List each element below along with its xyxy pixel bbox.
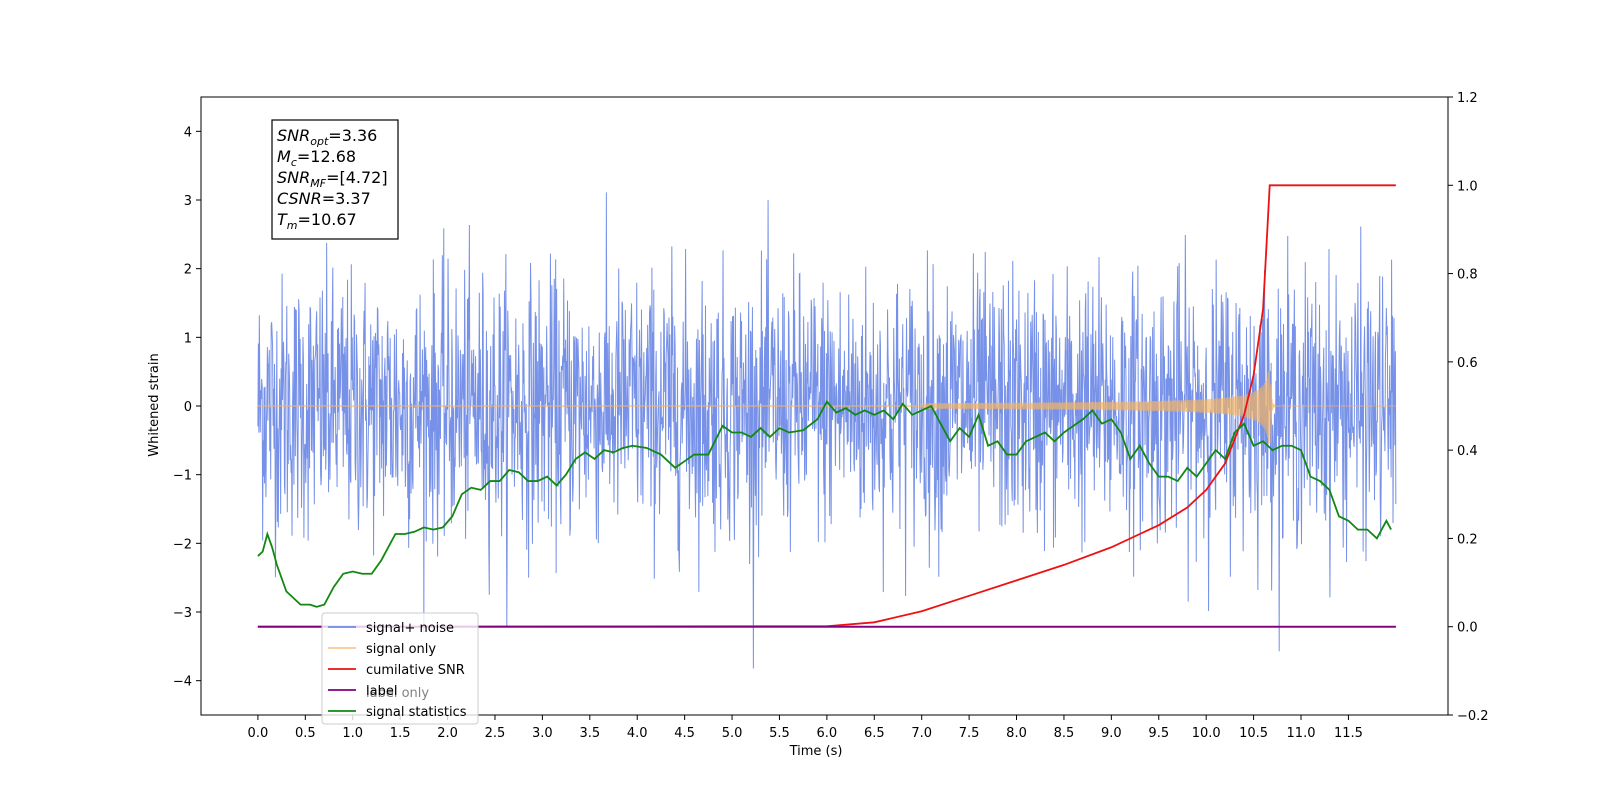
y-right-tick-label: 1.2 [1457, 91, 1478, 106]
y-left-tick-label: 4 [184, 125, 192, 140]
x-tick-label: 11.5 [1334, 726, 1363, 741]
legend-label: label [366, 684, 397, 699]
y-left-tick-label: 3 [184, 194, 192, 209]
series-cumulative-snr-line [257, 184, 1396, 628]
x-tick-label: 2.5 [485, 726, 506, 741]
stats-annotation-box: SNRopt=3.36Mc=12.68SNRMF=[4.72]CSNR=3.37… [271, 119, 399, 240]
x-tick-label: 3.0 [532, 726, 553, 741]
x-tick-label: 9.0 [1101, 726, 1122, 741]
y-right-tick-label: 0.2 [1457, 532, 1478, 547]
legend-label: signal statistics [366, 705, 467, 720]
y-left-tick-label: −1 [173, 469, 192, 484]
legend: signal+ noise signal only cumilative SNR la… [321, 612, 479, 725]
y-left-tick-label: 1 [184, 331, 192, 346]
x-tick-label: 4.5 [674, 726, 695, 741]
annotation-line: SNRopt=3.36 [277, 126, 377, 148]
annotation-line: SNRMF=[4.72] [277, 168, 388, 190]
x-tick-label: 6.5 [864, 726, 885, 741]
x-axis-label: Time (s) [789, 744, 843, 759]
annotation-line: Tm=10.67 [277, 210, 357, 232]
x-tick-label: 1.5 [390, 726, 411, 741]
x-tick-label: 2.0 [437, 726, 458, 741]
y-right-tick-label: 0.0 [1457, 621, 1478, 636]
x-tick-label: 7.0 [911, 726, 932, 741]
x-tick-label: 1.0 [342, 726, 363, 741]
y-left-tick-label: −4 [173, 675, 192, 690]
annotation-line: Mc=12.68 [277, 147, 356, 169]
x-tick-label: 5.5 [769, 726, 790, 741]
legend-label: cumilative SNR [366, 663, 465, 678]
y-left-tick-label: −2 [173, 537, 192, 552]
plot-area: 0.0 0.5 1.0 1.5 2.0 2.5 3.0 3.5 4.0 4.5 5.0 5.5 6.0 6… [173, 91, 1489, 741]
annotation-line: CSNR=3.37 [277, 189, 371, 208]
x-tick-label: 9.5 [1148, 726, 1169, 741]
x-tick-label: 5.0 [722, 726, 743, 741]
x-tick-label: 10.0 [1192, 726, 1221, 741]
x-tick-label: 0.0 [248, 726, 269, 741]
y-right-tick-label: −0.2 [1457, 709, 1489, 724]
legend-label: signal only [366, 642, 436, 657]
y-left-tick-label: 0 [184, 400, 192, 415]
y-right-tick-label: 0.4 [1457, 444, 1478, 459]
series-signal-only-line [257, 361, 1396, 444]
y-right-tick-label: 0.8 [1457, 268, 1478, 283]
legend-label: signal+ noise [366, 621, 454, 636]
series-signal-noise-line [257, 192, 1397, 669]
x-tick-label: 4.0 [627, 726, 648, 741]
y-left-tick-label: −3 [173, 606, 192, 621]
x-tick-label: 6.0 [817, 726, 838, 741]
x-tick-label: 0.5 [295, 726, 316, 741]
x-tick-label: 11.0 [1287, 726, 1316, 741]
y-right-tick-label: 0.6 [1457, 356, 1478, 371]
x-tick-label: 7.5 [959, 726, 980, 741]
x-tick-label: 3.5 [579, 726, 600, 741]
series-signal-statistics-line [257, 400, 1392, 608]
y-axis-label: Whitened strain [147, 353, 162, 456]
legend-label-hidden: label only [366, 686, 429, 701]
x-tick-label: 10.5 [1239, 726, 1268, 741]
x-tick-label: 8.0 [1006, 726, 1027, 741]
y-right-tick-label: 1.0 [1457, 179, 1478, 194]
x-tick-label: 8.5 [1054, 726, 1075, 741]
y-left-tick-label: 2 [184, 263, 192, 278]
